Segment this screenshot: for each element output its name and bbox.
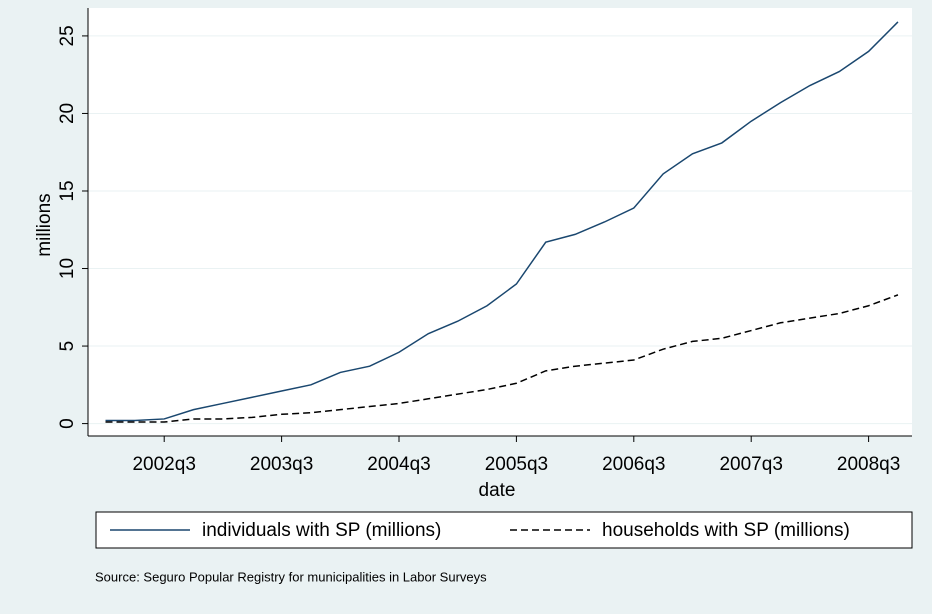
y-tick-label: 25 <box>57 25 78 46</box>
y-tick-label: 15 <box>57 180 78 201</box>
legend-label: individuals with SP (millions) <box>202 520 441 541</box>
x-axis-label: date <box>479 480 516 501</box>
x-tick-label: 2004q3 <box>367 454 430 475</box>
x-tick-label: 2003q3 <box>250 454 313 475</box>
line-series <box>105 21 899 422</box>
x-tick-label: 2008q3 <box>837 454 900 475</box>
y-tick-label: 0 <box>57 418 78 429</box>
line-series <box>105 294 899 423</box>
y-axis-label: millions <box>34 193 55 256</box>
x-tick-label: 2007q3 <box>719 454 782 475</box>
legend-label: households with SP (millions) <box>602 520 850 541</box>
y-tick-label: 20 <box>57 103 78 124</box>
legend <box>95 511 913 549</box>
x-tick-label: 2005q3 <box>485 454 548 475</box>
y-tick-label: 5 <box>57 341 78 352</box>
y-tick-label: 10 <box>57 258 78 279</box>
x-tick-label: 2006q3 <box>602 454 665 475</box>
plot-area <box>88 8 912 436</box>
source-note: Source: Seguro Popular Registry for muni… <box>95 569 487 584</box>
x-tick-label: 2002q3 <box>132 454 195 475</box>
